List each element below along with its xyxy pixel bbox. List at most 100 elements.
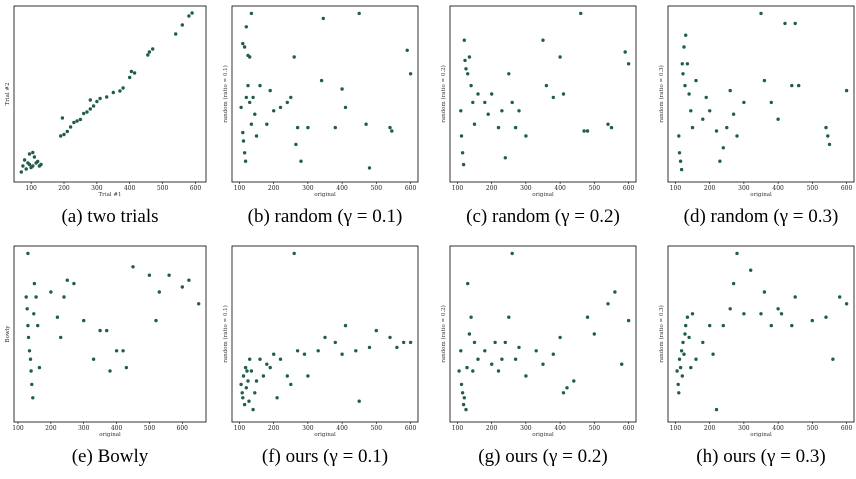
data-point <box>742 100 746 105</box>
data-point <box>681 72 685 76</box>
plot-frame <box>667 245 855 423</box>
data-point <box>679 167 684 172</box>
data-point <box>241 374 246 378</box>
panel-caption: (c) random (γ = 0.2) <box>466 206 620 227</box>
data-point <box>37 365 42 370</box>
panel-caption: (h) ours (γ = 0.3) <box>696 446 825 467</box>
data-point <box>460 391 465 395</box>
scatter-panel-2: 100 200 300 400 500 600 original random (ratio … <box>222 5 419 227</box>
data-point <box>98 96 102 101</box>
data-point <box>111 90 116 95</box>
plot-frame <box>667 5 855 183</box>
data-point <box>742 312 746 316</box>
data-point <box>496 125 501 130</box>
data-point <box>471 369 475 373</box>
data-point <box>503 340 507 345</box>
data-point <box>678 159 683 163</box>
data-point <box>343 105 348 110</box>
panel-caption: (b) random (γ = 0.1) <box>248 206 403 227</box>
x-tick-label: 600 <box>405 425 417 432</box>
data-point <box>167 273 171 277</box>
data-point <box>154 318 158 323</box>
x-axis-label: original <box>750 432 772 438</box>
scatter-panel-8: 100 200 300 400 500 600 original random (ratio … <box>658 245 855 467</box>
data-point <box>467 55 472 59</box>
scatter-panel-3: 100 200 300 400 500 600 original random (ratio … <box>440 5 637 227</box>
data-point <box>408 340 413 345</box>
data-point <box>333 340 337 345</box>
data-point <box>701 340 705 345</box>
data-point <box>776 117 780 121</box>
x-tick-label: 300 <box>78 425 90 432</box>
data-point <box>187 14 191 18</box>
data-point <box>565 386 569 390</box>
data-point <box>534 349 538 353</box>
data-point <box>679 349 684 353</box>
data-point <box>694 78 698 83</box>
x-tick-label: 300 <box>738 185 750 192</box>
data-point <box>343 323 348 328</box>
data-point <box>88 98 93 102</box>
x-tick-label: 300 <box>302 425 314 432</box>
data-point <box>242 151 247 155</box>
data-point <box>606 122 610 126</box>
data-point <box>677 134 681 138</box>
data-point <box>459 109 463 113</box>
data-point <box>239 382 243 387</box>
data-point <box>75 119 79 123</box>
data-point <box>490 92 494 96</box>
data-point <box>683 83 687 88</box>
x-axis-label: Trial #1 <box>99 192 122 198</box>
x-tick-label: 200 <box>486 425 498 432</box>
data-point <box>731 281 736 286</box>
panel-caption: (a) two trials <box>61 206 158 227</box>
data-point <box>95 99 99 104</box>
data-point <box>34 295 38 299</box>
data-point <box>701 117 705 121</box>
data-point <box>65 129 70 134</box>
data-point <box>680 62 684 66</box>
data-point <box>239 105 243 110</box>
data-point <box>292 55 296 59</box>
data-point <box>323 335 327 340</box>
data-point <box>844 88 849 93</box>
data-point <box>174 32 178 36</box>
x-axis-label: original <box>532 192 554 198</box>
data-point <box>36 323 40 328</box>
data-point <box>388 335 392 340</box>
data-point <box>844 302 849 306</box>
data-point <box>824 315 828 319</box>
data-point <box>68 125 73 129</box>
data-point <box>98 328 102 333</box>
x-tick-label: 200 <box>486 185 498 192</box>
x-axis-label: original <box>314 432 336 438</box>
data-point <box>783 21 787 26</box>
data-point <box>476 92 480 96</box>
data-point <box>272 109 276 113</box>
data-point <box>241 396 245 400</box>
data-point <box>241 41 245 46</box>
data-point <box>461 402 466 407</box>
y-axis-label: random (ratio = 0.1) <box>222 65 229 123</box>
data-point <box>459 349 463 353</box>
data-point <box>626 318 631 323</box>
data-point <box>26 335 31 340</box>
x-tick-label: 200 <box>268 185 280 192</box>
data-point <box>551 95 555 100</box>
data-point <box>731 112 736 116</box>
data-point <box>466 72 470 76</box>
data-point <box>72 120 76 125</box>
data-point <box>319 78 324 83</box>
data-point <box>62 295 66 299</box>
data-point <box>242 402 247 407</box>
data-point <box>240 391 244 395</box>
data-point <box>82 111 86 116</box>
data-point <box>790 323 794 328</box>
data-point <box>289 382 293 387</box>
data-point <box>561 92 566 96</box>
data-point <box>292 251 296 256</box>
data-point <box>88 107 93 111</box>
data-point <box>244 386 248 390</box>
data-point <box>249 369 254 373</box>
data-point <box>513 357 518 361</box>
